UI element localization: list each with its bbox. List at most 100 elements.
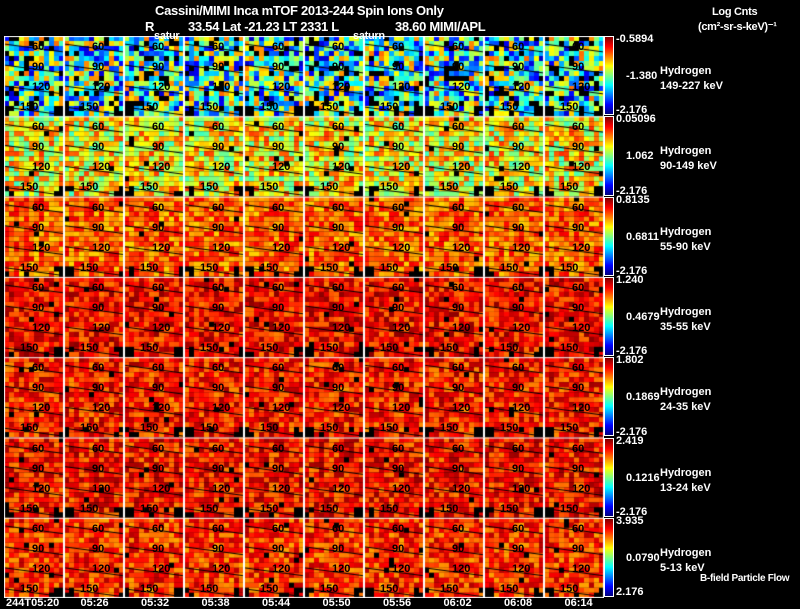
contour-label: 150 (20, 502, 39, 515)
contour-label: 90 (92, 61, 105, 73)
contour-label: 60 (332, 522, 345, 535)
contour-label: 150 (560, 181, 579, 194)
contour-label: 60 (392, 362, 405, 375)
contour-label: 90 (332, 542, 345, 555)
contour-label: 60 (512, 281, 525, 294)
contour-label: 90 (152, 382, 165, 395)
colorbar-min: -2.176 (616, 264, 648, 277)
contour-label: 90 (152, 61, 165, 73)
contour-label: 90 (152, 542, 165, 555)
contour-label: 60 (452, 281, 465, 294)
time-tick-label: 05:50 (322, 597, 351, 609)
energy-range: 35-55 keV (660, 320, 711, 333)
contour-label: 150 (140, 502, 159, 515)
colorbar-mid: 0.0790 (626, 551, 660, 564)
contour-label: 60 (212, 522, 225, 535)
contour-label: 120 (92, 321, 111, 334)
contour-label: 60 (152, 281, 165, 294)
contour-label: 150 (260, 502, 279, 515)
contour-label: 60 (512, 442, 525, 455)
contour-label: 90 (572, 382, 585, 395)
colorbar-mid: 1.062 (626, 150, 654, 163)
contour-label: 90 (32, 221, 45, 234)
contour-label: 150 (500, 261, 519, 274)
panel-label: Hydrogen 5-13 keV (660, 546, 711, 576)
contour-label: 90 (392, 141, 405, 154)
contour-label: 120 (272, 402, 291, 415)
contour-label: 150 (500, 101, 519, 113)
contour-label: 120 (152, 81, 171, 93)
contour-label: 150 (80, 181, 99, 194)
contour-label: 90 (512, 542, 525, 555)
species: Hydrogen (660, 65, 712, 77)
contour-label: 120 (212, 241, 231, 254)
contour-label: 60 (452, 362, 465, 375)
contour-label: 120 (332, 402, 351, 415)
contour-label: 90 (92, 141, 105, 154)
contour-label: 120 (32, 81, 51, 93)
contour-label: 150 (260, 101, 279, 113)
l-value: 38.60 MIMI/APL (395, 19, 486, 34)
species: Hydrogen (660, 386, 712, 399)
contour-label: 150 (380, 101, 399, 113)
contour-label: 60 (32, 121, 45, 134)
contour-label: 90 (572, 141, 585, 154)
contour-label: 120 (332, 81, 351, 93)
contour-label: 90 (32, 542, 45, 555)
contour-label: 150 (80, 502, 99, 515)
contour-label: 120 (332, 321, 351, 334)
colorbar-max: 3.935 (616, 514, 644, 527)
contour-label: 60 (452, 201, 465, 214)
contour-label: 120 (392, 482, 411, 495)
contour-label: 150 (560, 502, 579, 515)
species: Hydrogen (660, 145, 712, 158)
contour-label: 60 (32, 281, 45, 294)
contour-label: 60 (92, 121, 105, 134)
contour-label: 60 (92, 201, 105, 214)
time-tick-label: 244T05:20 (6, 597, 60, 609)
colorbar-min: -2.176 (616, 104, 648, 117)
colorbar-max: -0.5894 (616, 33, 654, 45)
contour-label: 90 (332, 141, 345, 154)
contour-label: 120 (452, 482, 471, 495)
contour-label: 120 (212, 81, 231, 93)
contour-label: 90 (452, 301, 465, 314)
contour-label: 120 (272, 81, 291, 93)
time-tick-label: 05:32 (141, 597, 170, 609)
contour-label: 120 (212, 402, 231, 415)
contour-label: 150 (320, 101, 339, 113)
contour-label: 120 (512, 402, 531, 415)
contour-label: 120 (572, 321, 591, 334)
contour-label: 150 (200, 261, 219, 274)
contour-label: 90 (92, 462, 105, 475)
contour-label: 60 (332, 442, 345, 455)
contour-label: 90 (392, 301, 405, 314)
contour-label: 90 (512, 221, 525, 234)
contour-label: 150 (440, 422, 459, 435)
contour-label: 90 (272, 301, 285, 314)
contour-label: 150 (80, 582, 99, 595)
contour-label: 90 (212, 382, 225, 395)
energy-range: 13-24 keV (660, 481, 711, 494)
contour-label: 150 (80, 101, 99, 113)
contour-label: 120 (152, 562, 171, 575)
contour-label: 150 (20, 261, 39, 274)
contour-label: 60 (572, 201, 585, 214)
contour-label: 60 (572, 121, 585, 134)
contour-label: 120 (332, 482, 351, 495)
contour-label: 90 (512, 462, 525, 475)
bfield-legend: B-field Particle Flow (700, 573, 790, 584)
contour-label: 120 (452, 402, 471, 415)
contour-label: 60 (32, 442, 45, 455)
contour-label: 120 (572, 402, 591, 415)
contour-label: 60 (92, 522, 105, 535)
contour-label: 120 (152, 161, 171, 174)
contour-label: 120 (572, 241, 591, 254)
colorbar (604, 276, 614, 357)
contour-label: 60 (212, 201, 225, 214)
contour-label: 120 (512, 241, 531, 254)
contour-label: 150 (440, 341, 459, 354)
contour-label: 90 (512, 61, 525, 73)
contour-label: 150 (140, 422, 159, 435)
contour-label: 120 (452, 241, 471, 254)
